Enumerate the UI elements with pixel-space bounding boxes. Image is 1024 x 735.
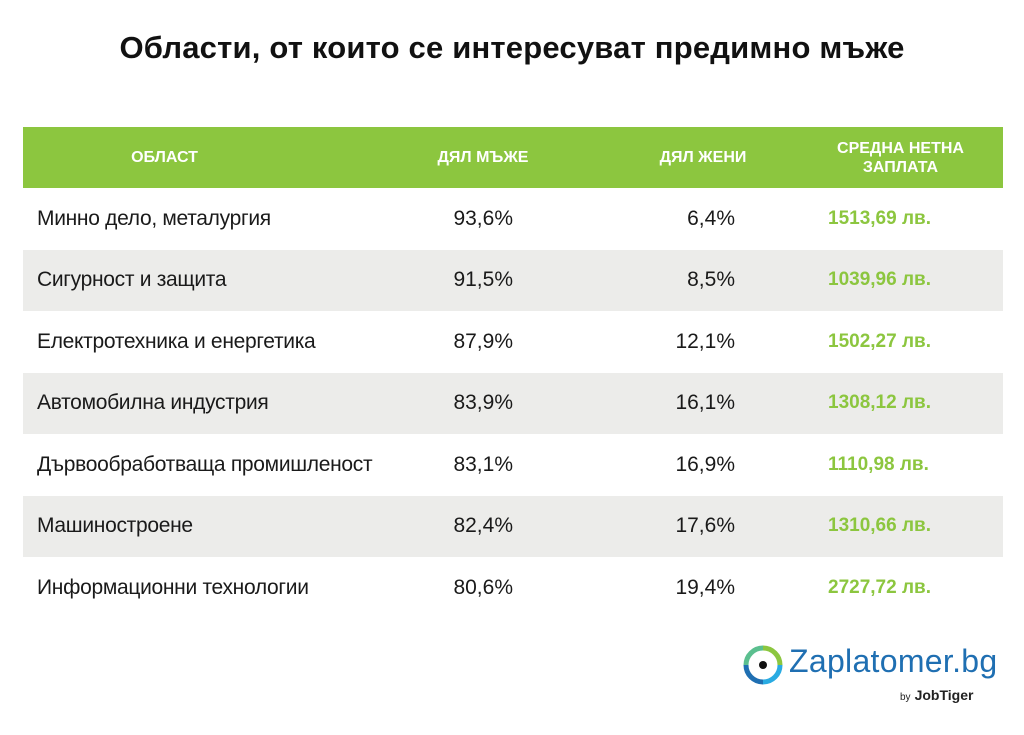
cell-salary: 1502,27 лв. <box>828 330 931 352</box>
logo-name: Zaplatomer.bg <box>789 643 998 679</box>
cell-women-share: 16,9% <box>675 452 735 476</box>
cell-area: Сигурност и защита <box>37 268 227 292</box>
cell-area: Електротехника и енергетика <box>37 329 316 353</box>
zaplatomer-logo-icon <box>743 645 783 685</box>
cell-women-share: 19,4% <box>675 575 735 599</box>
cell-area: Минно дело, металургия <box>37 206 271 230</box>
page-title: Области, от които се интересуват предимн… <box>119 30 905 65</box>
header-salary: СРЕДНА НЕТНА ЗАПЛАТА <box>813 127 988 188</box>
header-area: ОБЛАСТ <box>131 148 198 166</box>
cell-men-share: 80,6% <box>453 575 513 599</box>
cell-women-share: 12,1% <box>675 329 735 353</box>
header-salary-line1: СРЕДНА НЕТНА <box>837 139 964 157</box>
logo-by-word: by <box>900 692 911 703</box>
zaplatomer-logo: Zaplatomer.bg by JobTiger <box>743 643 1003 713</box>
cell-salary: 1310,66 лв. <box>828 515 931 537</box>
cell-women-share: 6,4% <box>687 206 735 230</box>
cell-salary: 1308,12 лв. <box>828 392 931 414</box>
cell-salary: 1110,98 лв. <box>828 453 929 475</box>
cell-men-share: 91,5% <box>453 268 513 292</box>
cell-women-share: 17,6% <box>675 514 735 538</box>
table-row: Електротехника и енергетика 87,9% 12,1% 150… <box>23 311 1003 373</box>
table-row: Минно дело, металургия 93,6% 6,4% 1513,69 л… <box>23 188 1003 250</box>
table-row: Сигурност и защита 91,5% 8,5% 1039,96 лв. <box>23 249 1003 311</box>
table-row: Машиностроене 82,4% 17,6% 1310,66 лв. <box>23 495 1003 557</box>
cell-men-share: 82,4% <box>453 514 513 538</box>
cell-women-share: 16,1% <box>675 391 735 415</box>
data-table: ОБЛАСТ ДЯЛ МЪЖЕ ДЯЛ ЖЕНИ СРЕДНА НЕТНА ЗАП… <box>23 127 1003 619</box>
cell-women-share: 8,5% <box>687 268 735 292</box>
logo-partner: JobTiger <box>914 687 974 703</box>
cell-area: Информационни технологии <box>37 575 309 599</box>
table-header: ОБЛАСТ ДЯЛ МЪЖЕ ДЯЛ ЖЕНИ СРЕДНА НЕТНА ЗАП… <box>23 127 1003 188</box>
cell-men-share: 93,6% <box>453 206 513 230</box>
header-men-share: ДЯЛ МЪЖЕ <box>437 148 529 166</box>
cell-area: Машиностроене <box>37 514 193 538</box>
table-row: Автомобилна индустрия 83,9% 16,1% 1308,12 л… <box>23 372 1003 434</box>
cell-salary: 1039,96 лв. <box>828 269 931 291</box>
cell-area: Автомобилна индустрия <box>37 391 269 415</box>
cell-men-share: 87,9% <box>453 329 513 353</box>
cell-area: Дървообработваща промишленост <box>37 452 373 476</box>
table-row: Информационни технологии 80,6% 19,4% 2727,7… <box>23 557 1003 619</box>
cell-men-share: 83,9% <box>453 391 513 415</box>
table-row: Дървообработваща промишленост 83,1% 16,9% 1… <box>23 434 1003 496</box>
table-body: Минно дело, металургия 93,6% 6,4% 1513,69 л… <box>23 188 1003 619</box>
logo-byline: by JobTiger <box>900 687 973 703</box>
cell-salary: 1513,69 лв. <box>828 207 931 229</box>
header-salary-line2: ЗАПЛАТА <box>862 158 939 176</box>
cell-salary: 2727,72 лв. <box>828 576 931 598</box>
header-women-share: ДЯЛ ЖЕНИ <box>659 148 747 166</box>
cell-men-share: 83,1% <box>453 452 513 476</box>
